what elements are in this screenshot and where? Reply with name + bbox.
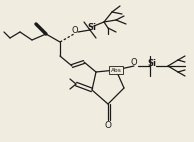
Text: Abs: Abs	[111, 67, 121, 73]
Text: O: O	[72, 26, 78, 35]
FancyBboxPatch shape	[109, 66, 123, 74]
Text: O: O	[105, 121, 112, 130]
Text: Si: Si	[87, 22, 96, 32]
Text: Si: Si	[147, 59, 157, 67]
Text: O: O	[131, 58, 137, 66]
